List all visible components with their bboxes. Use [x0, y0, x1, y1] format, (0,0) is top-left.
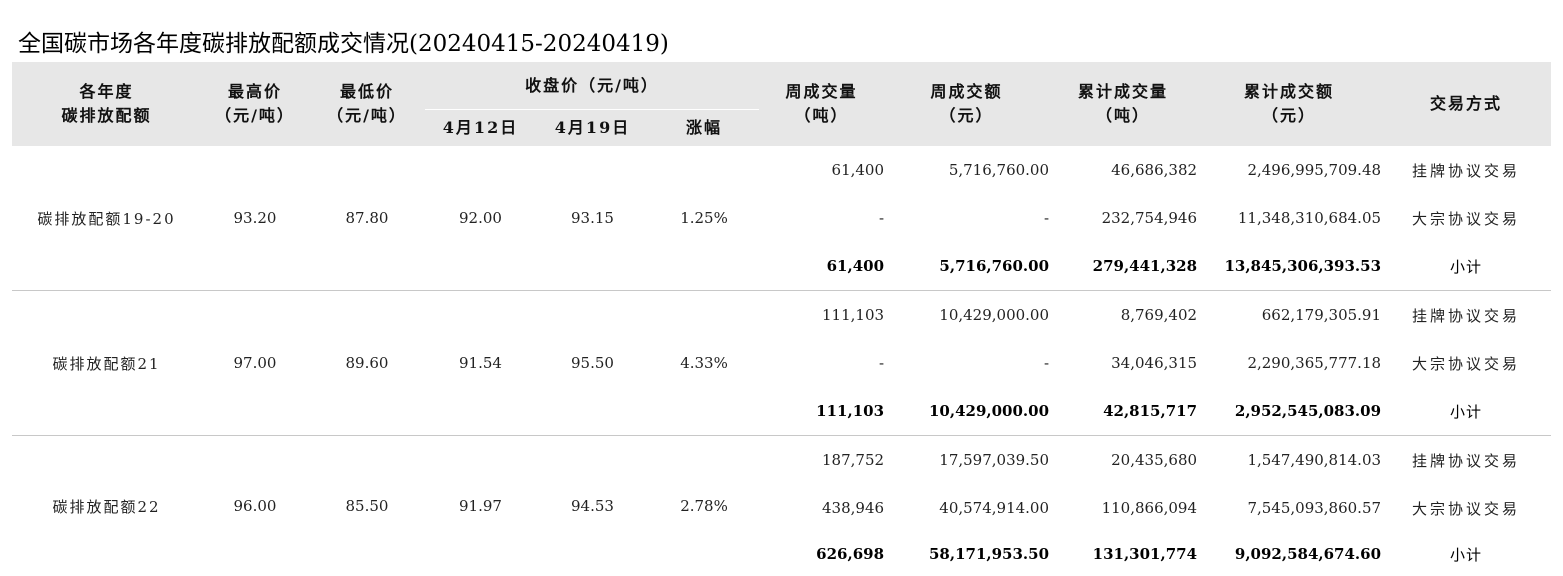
trade-method-cell: 小计	[1381, 242, 1552, 291]
table-row: 61,400 5,716,760.00 279,441,328 13,845,306,…	[12, 242, 1552, 291]
cum-volume-cell: 8,769,402	[1120, 306, 1198, 324]
price-change-cell: 2.78%	[680, 497, 728, 515]
table-row: - - 34,046,315 2,290,365,777.18 大宗协议交易	[12, 339, 1551, 387]
header-method: 交易方式	[1381, 62, 1552, 146]
table-row: 111,103 10,429,000.00 42,815,717 2,952,545,…	[12, 387, 1552, 436]
low-price-cell: 89.60	[309, 290, 425, 436]
header-close-price: 收盘价（元/吨）	[425, 62, 760, 110]
high-price-cell: 97.00	[201, 290, 309, 436]
cum-volume-cell: 232,754,946	[1101, 209, 1198, 227]
header-week-volume: 周成交量 （吨）	[759, 62, 885, 146]
week-amount-cell: 10,429,000.00	[884, 387, 1050, 436]
trade-method-cell: 挂牌协议交易	[1412, 451, 1521, 470]
close-curr-cell: 93.15	[536, 146, 649, 291]
week-amount-cell: -	[1043, 209, 1050, 227]
week-volume-cell: 187,752	[822, 451, 885, 469]
table-body: 碳排放配额19-20 93.20 87.80 92.00 93.15 1.25% 61,40…	[12, 146, 1552, 576]
cum-amount-cell: 13,845,306,393.53	[1197, 242, 1382, 291]
header-cum-amount: 累计成交额 （元）	[1197, 62, 1382, 146]
cum-amount-cell: 662,179,305.91	[1261, 306, 1382, 324]
low-price-cell: 85.50	[345, 497, 389, 515]
cum-volume-cell: 46,686,382	[1111, 161, 1198, 179]
allowance-name-cell: 碳排放配额19-20	[12, 146, 201, 291]
close-curr-cell: 94.53	[571, 497, 614, 515]
week-volume-cell: 61,400	[759, 242, 885, 291]
header-close-curr: 4月19日	[536, 109, 649, 146]
trade-method-cell: 挂牌协议交易	[1412, 306, 1521, 325]
cum-amount-cell: 2,496,995,709.48	[1247, 161, 1382, 179]
close-prev-cell: 91.54	[425, 290, 536, 436]
trade-method-cell: 小计	[1450, 545, 1483, 564]
header-cum-volume: 累计成交量 （吨）	[1049, 62, 1198, 146]
cum-volume-cell: 279,441,328	[1049, 242, 1198, 291]
trade-method-cell: 大宗协议交易	[1412, 354, 1521, 373]
cum-amount-cell: 2,952,545,083.09	[1197, 387, 1382, 436]
allowance-name-cell: 碳排放配额21	[12, 290, 201, 436]
week-amount-cell: 40,574,914.00	[939, 499, 1050, 517]
table-row: 438,946 40,574,914.00 110,866,094 7,545,093…	[12, 484, 1551, 532]
header-high-price: 最高价 （元/吨）	[201, 62, 309, 146]
cum-amount-cell: 7,545,093,860.57	[1247, 499, 1382, 517]
cum-volume-cell: 20,435,680	[1111, 451, 1198, 469]
cum-volume-cell: 34,046,315	[1111, 354, 1198, 372]
table-row: 碳排放配额19-20 93.20 87.80 92.00 93.15 1.25% 61,40…	[12, 146, 1551, 291]
price-change-cell: 1.25%	[649, 146, 760, 291]
week-volume-cell: -	[878, 354, 885, 372]
week-volume-cell: 111,103	[822, 306, 885, 324]
week-amount-cell: 5,716,760.00	[884, 242, 1050, 291]
cum-amount-cell: 2,290,365,777.18	[1247, 354, 1382, 372]
page-title: 全国碳市场各年度碳排放配额成交情况(20240415-20240419)	[18, 31, 669, 57]
header-low-price: 最低价 （元/吨）	[309, 62, 425, 146]
high-price-cell: 96.00	[233, 497, 277, 515]
table-row: 626,698 58,171,953.50 131,301,774 9,092,584…	[12, 532, 1551, 576]
carbon-trading-table: 各年度 碳排放配额 最高价 （元/吨） 最低价 （元/吨） 收盘价（元/吨） 周…	[12, 62, 1552, 576]
week-volume-cell: -	[878, 209, 885, 227]
week-volume-cell: 626,698	[816, 545, 885, 563]
close-prev-cell: 92.00	[425, 146, 536, 291]
table-row: - - 232,754,946 11,348,310,684.05 大宗协议交易	[12, 194, 1551, 242]
week-amount-cell: 58,171,953.50	[928, 545, 1050, 563]
trade-method-cell: 小计	[1381, 387, 1552, 436]
table-header: 各年度 碳排放配额 最高价 （元/吨） 最低价 （元/吨） 收盘价（元/吨） 周…	[12, 62, 1552, 146]
table-row: 碳排放配额22 96.00 85.50 91.97 94.53 2.78% 187,752 1…	[12, 436, 1551, 516]
low-price-cell: 87.80	[309, 146, 425, 291]
cum-volume-cell: 131,301,774	[1092, 545, 1198, 563]
cum-volume-cell: 110,866,094	[1101, 499, 1198, 517]
cum-amount-cell: 11,348,310,684.05	[1237, 209, 1382, 227]
table-row: 碳排放配额21 97.00 89.60 91.54 95.50 4.33% 111,103 1…	[12, 290, 1551, 436]
header-close-prev: 4月12日	[425, 109, 536, 146]
week-volume-cell: 61,400	[831, 161, 885, 179]
week-amount-cell: -	[1043, 354, 1050, 372]
cum-amount-cell: 1,547,490,814.03	[1247, 451, 1382, 469]
header-week-amount: 周成交额 （元）	[884, 62, 1050, 146]
cum-volume-cell: 42,815,717	[1049, 387, 1198, 436]
week-volume-cell: 438,946	[822, 499, 885, 517]
week-amount-cell: 17,597,039.50	[939, 451, 1050, 469]
trade-method-cell: 大宗协议交易	[1412, 209, 1521, 228]
high-price-cell: 93.20	[201, 146, 309, 291]
header-change: 涨幅	[649, 109, 760, 146]
trade-method-cell: 大宗协议交易	[1412, 499, 1521, 518]
week-volume-cell: 111,103	[759, 387, 885, 436]
header-allowance: 各年度 碳排放配额	[12, 62, 201, 146]
trade-method-cell: 挂牌协议交易	[1412, 161, 1521, 180]
week-amount-cell: 5,716,760.00	[948, 161, 1050, 179]
close-prev-cell: 91.97	[459, 497, 502, 515]
allowance-name-cell: 碳排放配额22	[52, 497, 161, 516]
cum-amount-cell: 9,092,584,674.60	[1234, 545, 1382, 563]
close-curr-cell: 95.50	[536, 290, 649, 436]
price-change-cell: 4.33%	[649, 290, 760, 436]
week-amount-cell: 10,429,000.00	[939, 306, 1050, 324]
